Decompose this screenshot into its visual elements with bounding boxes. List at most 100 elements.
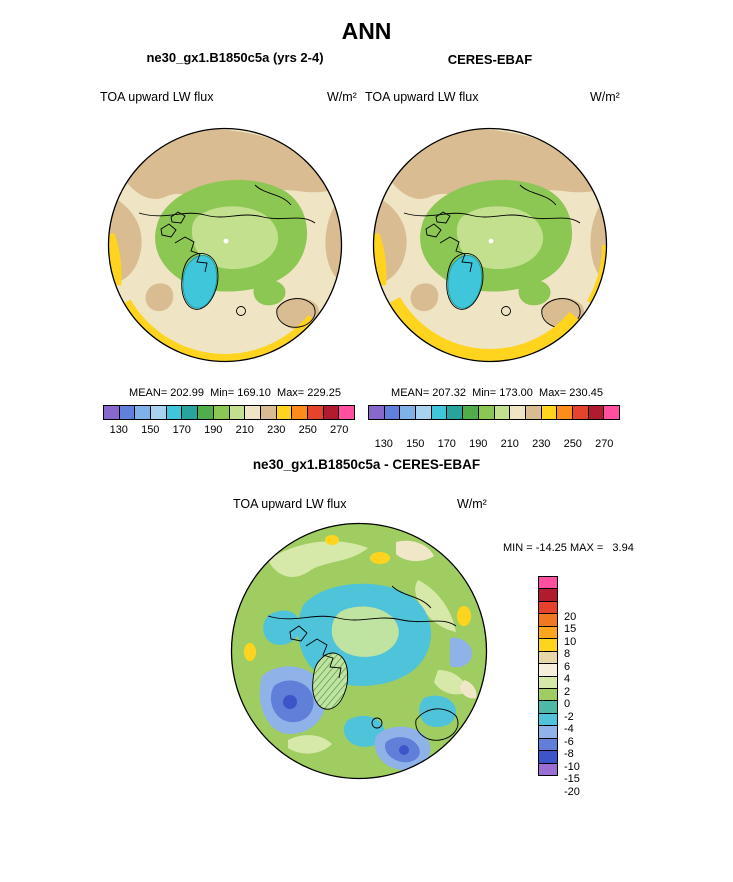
colorbar-tick-label: 130: [109, 424, 128, 436]
colorbar-segment: [307, 406, 324, 419]
colorbar-segment: [339, 406, 354, 419]
colorbar-segment: [539, 751, 557, 764]
colorbar-segment: [447, 406, 464, 419]
colorbar-segment: [323, 406, 340, 419]
colorbar-segment: [151, 406, 167, 419]
obs-units-label: W/m²: [590, 90, 620, 104]
model-units-label: W/m²: [327, 90, 357, 104]
diff-units-label: W/m²: [457, 497, 487, 511]
colorbar-tick-label: 230: [267, 424, 286, 436]
colorbar-segment: [369, 406, 385, 419]
colorbar-segment: [198, 406, 214, 419]
colorbar-segment: [539, 589, 557, 602]
colorbar-segment: [539, 601, 557, 615]
colorbar-segment: [431, 406, 448, 419]
colorbar-segment: [494, 406, 511, 419]
colorbar-segment: [260, 406, 277, 419]
obs-colorbar: [368, 405, 620, 420]
colorbar-tick-label: -20: [564, 785, 580, 798]
colorbar-segment: [416, 406, 432, 419]
colorbar-tick-label: -15: [564, 773, 580, 785]
colorbar-tick-label: 190: [469, 438, 488, 450]
colorbar-tick-label: 270: [330, 424, 349, 436]
colorbar-segment: [539, 701, 557, 714]
colorbar-tick-label: 210: [500, 438, 519, 450]
colorbar-tick-label: 20: [564, 610, 577, 623]
colorbar-segment: [119, 406, 136, 419]
season-title: ANN: [341, 18, 392, 44]
diff-colorbar-ticks: 20 15 10 8 6 4 2 0 -2 -4 -6 -8 -10 -15 -20: [564, 604, 598, 804]
colorbar-segment: [213, 406, 230, 419]
colorbar-segment: [539, 713, 557, 727]
colorbar-tick-label: -8: [564, 748, 574, 760]
colorbar-tick-label: 250: [563, 438, 582, 450]
colorbar-segment: [182, 406, 199, 419]
obs-colorbar-ticks: 130 150 170 190 210 230 250 270: [368, 438, 620, 452]
model-colorbar: [103, 405, 355, 420]
colorbar-tick-label: 270: [595, 438, 614, 450]
colorbar-segment: [525, 406, 542, 419]
diff-field-label: TOA upward LW flux: [233, 497, 347, 511]
model-panel: ne30_gx1.B1850c5a (yrs 2-4) TOA upward L…: [0, 0, 733, 436]
colorbar-segment: [539, 688, 557, 702]
colorbar-tick-label: 6: [564, 660, 571, 673]
colorbar-tick-label: -10: [564, 760, 580, 773]
diff-colorbar: [538, 576, 558, 776]
colorbar-segment: [539, 664, 557, 677]
model-colorbar-ticks: 130 150 170 190 210 230 250 270: [103, 424, 355, 438]
colorbar-segment: [510, 406, 526, 419]
colorbar-segment: [166, 406, 183, 419]
diff-panel-title: ne30_gx1.B1850c5a - CERES-EBAF: [252, 457, 481, 472]
colorbar-tick-label: 170: [437, 438, 456, 450]
colorbar-segment: [384, 406, 401, 419]
colorbar-tick-label: 150: [406, 438, 425, 450]
colorbar-segment: [539, 626, 557, 640]
colorbar-segment: [463, 406, 479, 419]
colorbar-tick-label: 250: [298, 424, 317, 436]
colorbar-tick-label: 150: [141, 424, 160, 436]
colorbar-tick-label: 2: [564, 685, 571, 698]
colorbar-segment: [539, 676, 557, 689]
colorbar-segment: [604, 406, 619, 419]
obs-field-label: TOA upward LW flux: [365, 90, 479, 104]
model-stats: MEAN= 202.99 Min= 169.10 Max= 229.25: [129, 387, 341, 399]
colorbar-segment: [104, 406, 120, 419]
model-field-label: TOA upward LW flux: [100, 90, 214, 104]
colorbar-segment: [539, 639, 557, 652]
colorbar-tick-label: 4: [564, 673, 571, 685]
diff-minmax: MIN = -14.25 MAX = 3.94: [503, 542, 634, 554]
model-panel-title: ne30_gx1.B1850c5a (yrs 2-4): [146, 50, 324, 65]
colorbar-segment: [539, 577, 557, 590]
colorbar-segment: [135, 406, 152, 419]
colorbar-segment: [539, 738, 557, 752]
colorbar-segment: [292, 406, 308, 419]
colorbar-tick-label: 15: [564, 623, 577, 635]
colorbar-tick-label: 130: [374, 438, 393, 450]
colorbar-segment: [539, 763, 557, 775]
colorbar-segment: [539, 651, 557, 665]
colorbar-tick-label: 8: [564, 648, 571, 660]
colorbar-tick-label: 190: [204, 424, 223, 436]
diff-map: [230, 522, 488, 780]
colorbar-tick-label: -2: [564, 710, 574, 723]
colorbar-tick-label: 170: [172, 424, 191, 436]
colorbar-segment: [557, 406, 573, 419]
colorbar-segment: [276, 406, 293, 419]
colorbar-tick-label: -4: [564, 723, 574, 735]
colorbar-segment: [400, 406, 417, 419]
colorbar-tick-label: 230: [532, 438, 551, 450]
colorbar-segment: [539, 614, 557, 627]
colorbar-tick-label: 210: [235, 424, 254, 436]
model-map: [107, 127, 343, 363]
colorbar-segment: [539, 726, 557, 739]
obs-panel-title: CERES-EBAF: [447, 52, 533, 67]
obs-stats: MEAN= 207.32 Min= 173.00 Max= 230.45: [391, 387, 603, 399]
diff-panel: ne30_gx1.B1850c5a - CERES-EBAF TOA upwar…: [0, 28, 733, 798]
colorbar-segment: [229, 406, 246, 419]
obs-map: [372, 127, 608, 363]
obs-panel: CERES-EBAF TOA upward LW flux W/m² MEAN=…: [0, 14, 733, 450]
colorbar-segment: [245, 406, 261, 419]
colorbar-tick-label: 10: [564, 635, 577, 648]
colorbar-segment: [541, 406, 558, 419]
